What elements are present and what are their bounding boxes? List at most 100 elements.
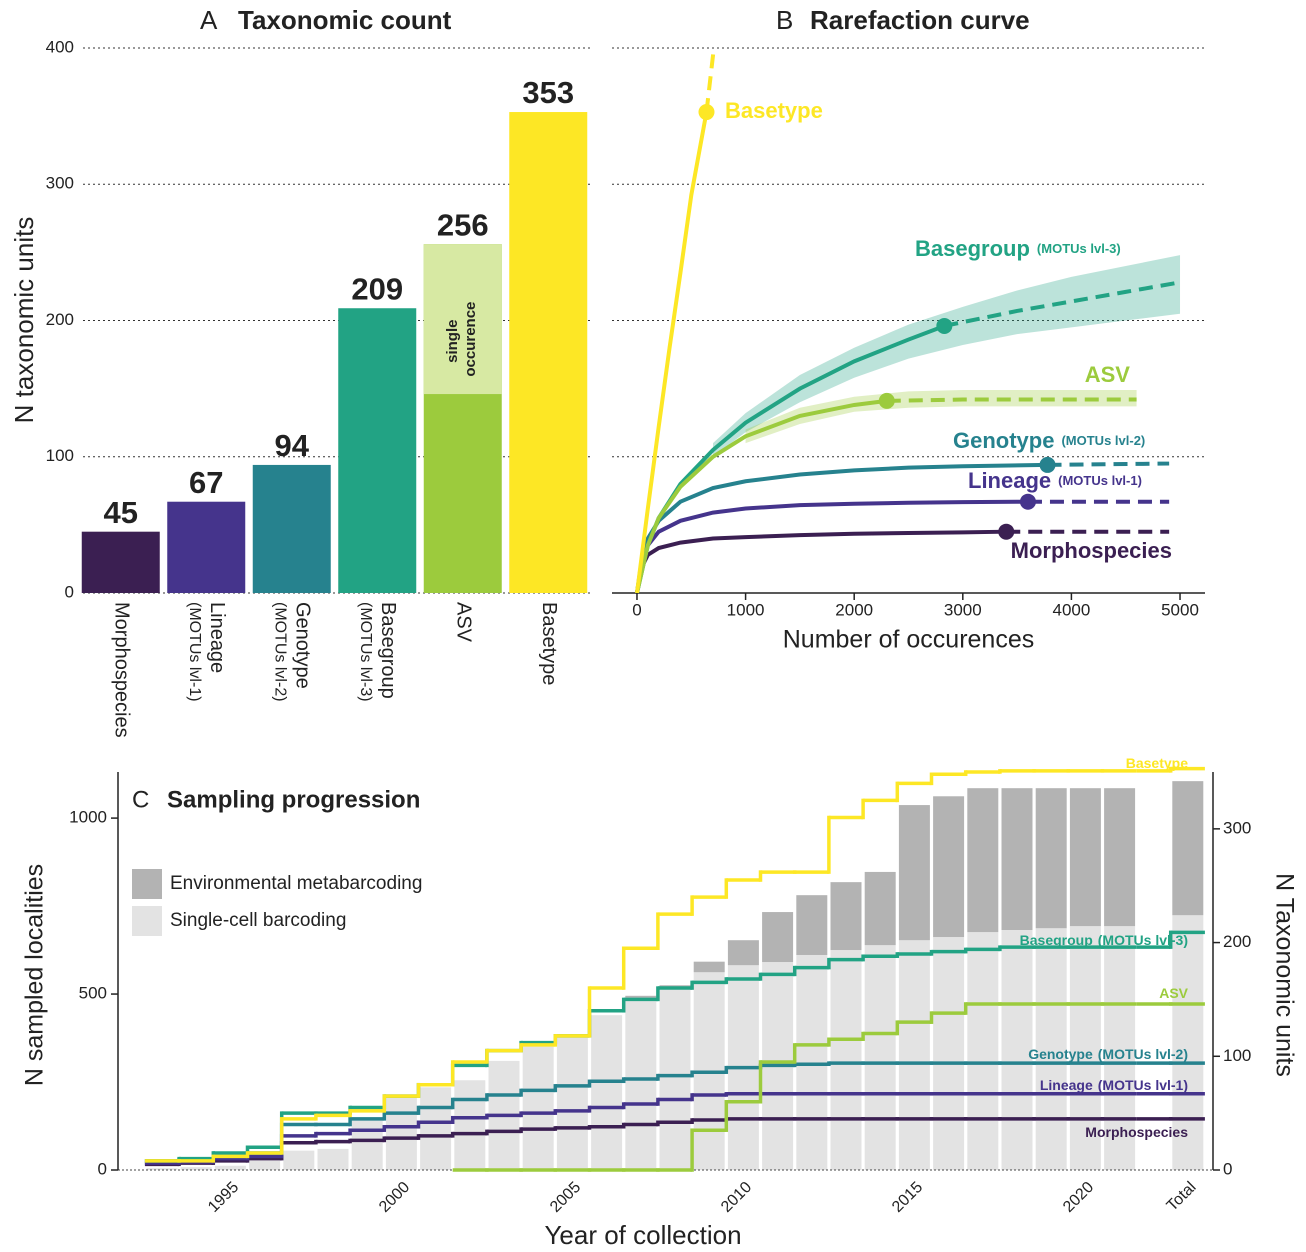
series-name: Basetype: [725, 98, 823, 123]
bar-segment: [180, 1167, 212, 1170]
extrapolated-line: [886, 397, 1137, 403]
series-name: Morphospecies: [1085, 1124, 1188, 1140]
rarefaction-line: [635, 324, 946, 593]
series-label: ASV: [1085, 362, 1131, 387]
value-label: 45: [104, 495, 138, 530]
x-tick-label: 1995: [205, 1179, 242, 1216]
observed-point: [998, 523, 1015, 540]
bar-segment: [146, 1168, 178, 1170]
bar-segment: [317, 1148, 349, 1170]
y-axis-label: N sampled localities: [21, 864, 49, 1086]
bar: [509, 112, 588, 593]
value-label: 353: [522, 75, 574, 110]
observed-point: [936, 317, 953, 334]
bar-segment: [249, 1160, 281, 1170]
panel-title: Taxonomic count: [238, 5, 452, 35]
extrapolated-line: [943, 280, 1181, 328]
series-note: (MOTUs lvl-3): [1037, 241, 1121, 256]
y2-tick-label: 300: [1223, 818, 1251, 837]
legend-label: Single-cell barcoding: [170, 910, 346, 931]
confidence-band: [713, 255, 1181, 457]
series-note: (MOTUs lvl-2): [1061, 433, 1145, 448]
bar-segment: [898, 940, 930, 1170]
series-label: ASV: [1159, 985, 1188, 1001]
bar-segment: [1001, 930, 1033, 1170]
rarefaction-line: [635, 398, 888, 593]
bar-segment: [659, 987, 691, 1170]
x-tick-label: Genotype: [291, 602, 313, 689]
series-name: Basetype: [1126, 755, 1188, 771]
series-label: Genotype (MOTUs lvl-2): [1028, 1046, 1188, 1062]
y2-tick-label: 100: [1223, 1046, 1251, 1065]
bar-segment: [1035, 788, 1067, 929]
x-tick-label: 2015: [889, 1179, 926, 1216]
x-tick-label: ASV: [452, 602, 474, 643]
value-label: 256: [437, 207, 489, 242]
bar-segment: [522, 1043, 554, 1170]
single-occurrence-label: single occurence: [444, 302, 479, 377]
bar-segment: [864, 871, 896, 946]
bar-segment: [1104, 926, 1136, 1170]
series-name: Basegroup: [1020, 932, 1093, 948]
rarefaction-line: [634, 462, 1048, 593]
bar-segment: [967, 932, 999, 1170]
series-label: Genotype (MOTUs lvl-2): [953, 428, 1145, 453]
label-line: occurence: [462, 302, 479, 377]
bar-segment: [762, 912, 794, 963]
series-note: (MOTUs lvl-1): [1058, 473, 1142, 488]
observed-point: [878, 392, 895, 409]
legend-swatch: [132, 869, 162, 899]
confidence-band: [745, 389, 1137, 444]
series-note: (MOTUs lvl-3): [1098, 932, 1188, 948]
observed-point: [698, 104, 715, 121]
x-tick-label: 4000: [1052, 600, 1090, 619]
panel-title: Sampling progression: [167, 786, 420, 813]
series-name: Genotype: [953, 428, 1054, 453]
label-line: single: [444, 315, 461, 363]
series-label: Basetype: [1126, 755, 1188, 771]
bar: [167, 501, 246, 593]
bar-segment: [1069, 788, 1101, 927]
x-tick-label: 0: [632, 600, 641, 619]
bar-segment: [933, 937, 965, 1170]
bar: [338, 308, 417, 593]
y-tick-label: 0: [65, 582, 74, 601]
y2-tick-label: 200: [1223, 932, 1251, 951]
series-name: Morphospecies: [1011, 538, 1172, 563]
y2-axis-label: N Taxonomic units: [1270, 873, 1298, 1077]
x-tick-note: (MOTUs lvl-2): [272, 602, 289, 702]
x-axis-label: Number of occurences: [783, 626, 1035, 654]
x-tick-note: (MOTUs lvl-3): [357, 602, 374, 702]
bar-segment: [625, 995, 657, 998]
x-tick-label: 2020: [1060, 1179, 1097, 1216]
x-tick-label: Total: [1164, 1179, 1200, 1215]
bar-segment: [830, 882, 862, 951]
series-label: Morphospecies: [1085, 1124, 1188, 1140]
panel-letter: C: [132, 786, 149, 813]
y2-tick-label: 0: [1223, 1159, 1232, 1178]
series-label: Basegroup (MOTUs lvl-3): [915, 236, 1121, 261]
bar-segment: [796, 954, 828, 1170]
series-name: Lineage: [968, 468, 1051, 493]
bar-segment: [830, 950, 862, 1170]
bar-segment: [967, 788, 999, 933]
y-tick-label: 1000: [69, 808, 107, 827]
bar-segment: [214, 1165, 246, 1170]
bar-segment: [898, 805, 930, 941]
x-tick-label: Morphospecies: [110, 602, 132, 738]
bar-segment: [693, 961, 725, 973]
bar-segment: [1001, 788, 1033, 931]
rarefaction-line: [634, 111, 709, 593]
panel-title: Rarefaction curve: [810, 5, 1030, 35]
x-tick-note: (MOTUs lvl-1): [186, 602, 203, 702]
observed-point: [1019, 493, 1036, 510]
bar-segment: [1035, 928, 1067, 1170]
series-label: Lineage (MOTUs lvl-1): [1040, 1077, 1188, 1093]
bar: [252, 464, 331, 593]
series-label: Morphospecies: [1011, 538, 1172, 563]
rarefaction-line: [635, 499, 1028, 593]
panel-letter: A: [200, 5, 218, 35]
x-tick-label: 2000: [376, 1179, 413, 1216]
bar-segment: [556, 1036, 588, 1170]
x-tick-label: Lineage: [206, 602, 228, 673]
